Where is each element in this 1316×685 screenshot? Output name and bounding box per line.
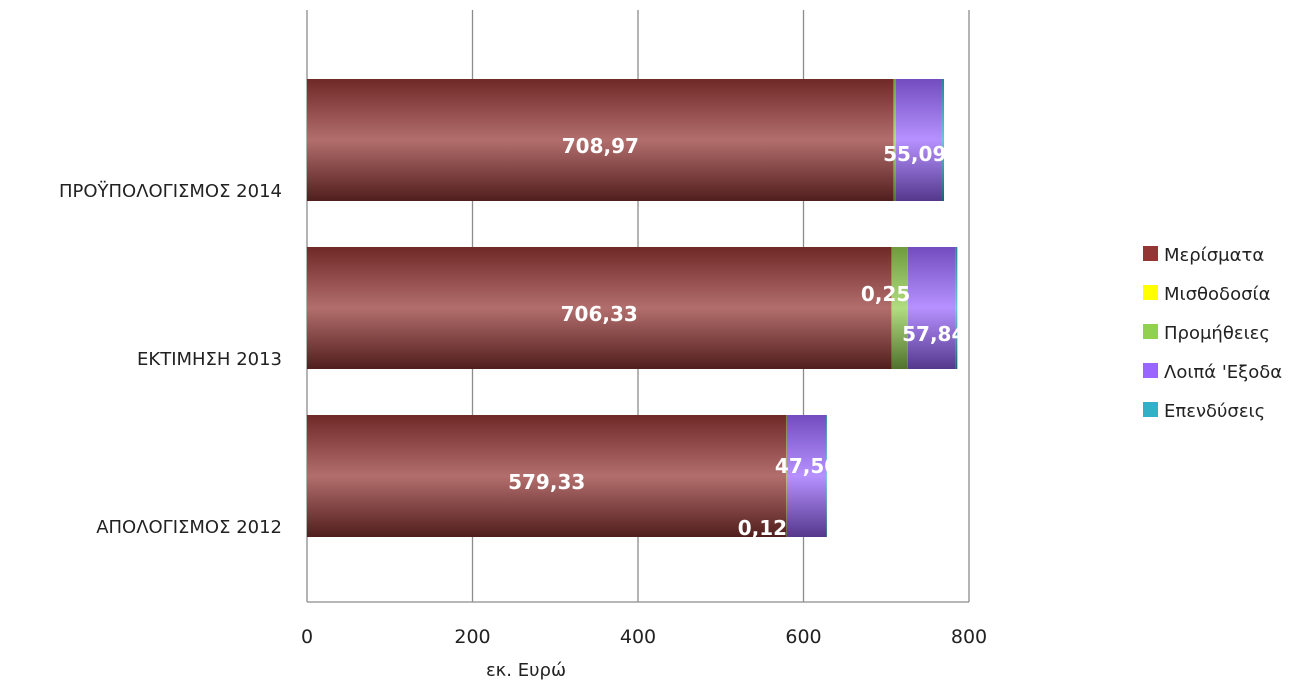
legend-label: Μερίσματα xyxy=(1164,245,1264,266)
category-label: ΑΠΟΛΟΓΙΣΜΟΣ 2012 xyxy=(96,517,282,538)
data-label: 579,33 xyxy=(508,470,585,494)
x-axis-title: εκ. Ευρώ xyxy=(486,660,566,681)
legend-swatch xyxy=(1143,363,1158,378)
x-tick-label: 0 xyxy=(301,626,313,648)
data-label: 57,84 xyxy=(902,322,965,346)
bar-segment xyxy=(891,247,908,369)
x-tick-label: 800 xyxy=(951,626,987,648)
bar-segment xyxy=(826,415,828,537)
bar-segment xyxy=(955,247,958,369)
bar-segment xyxy=(893,79,896,201)
bar-segment xyxy=(307,79,894,201)
bar-segment xyxy=(786,415,827,537)
legend-label: Λοιπά 'Εξοδα xyxy=(1164,362,1282,383)
legend-label: Προμήθειες xyxy=(1164,323,1270,344)
data-label: 0,12 xyxy=(738,516,787,540)
x-tick-label: 600 xyxy=(785,626,821,648)
data-label: 0,25 xyxy=(861,282,910,306)
bar-segment xyxy=(907,247,956,369)
category-label: ΠΡΟΫΠΟΛΟΓΙΣΜΟΣ 2014 xyxy=(59,181,282,202)
bar-segment xyxy=(307,415,787,537)
x-tick-label: 200 xyxy=(454,626,490,648)
data-label: 706,33 xyxy=(561,302,638,326)
legend-label: Μισθοδοσία xyxy=(1164,284,1270,305)
legend-label: Επενδύσεις xyxy=(1164,401,1265,422)
x-tick-label: 400 xyxy=(620,626,656,648)
legend-swatch xyxy=(1143,402,1158,417)
bar-segment xyxy=(307,247,892,369)
bar-segment xyxy=(941,79,945,201)
bar-segment xyxy=(786,415,788,537)
data-label: 708,97 xyxy=(562,134,639,158)
category-label: ΕΚΤΙΜΗΣΗ 2013 xyxy=(137,349,282,370)
data-label: 47,50 xyxy=(775,454,838,478)
legend-swatch xyxy=(1143,246,1158,261)
bar-segment xyxy=(895,79,942,201)
legend-swatch xyxy=(1143,324,1158,339)
legend-swatch xyxy=(1143,285,1158,300)
data-label: 55,09 xyxy=(883,142,946,166)
